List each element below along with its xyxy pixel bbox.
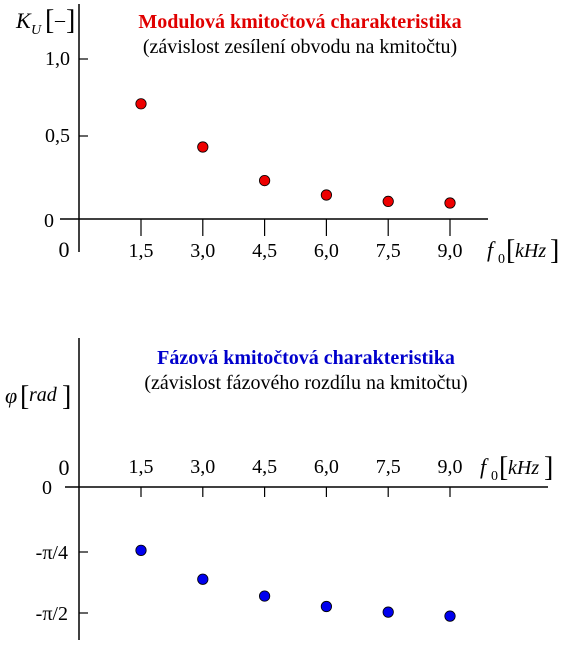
magnitude-ytick-1: 1,0 [45, 48, 70, 70]
phase-xlabel: f 0 [ kHz ] [480, 452, 553, 484]
magnitude-xtick-label: 6,0 [314, 240, 339, 262]
phase-xtick-label: 3,0 [190, 456, 215, 478]
phase-title: Fázová kmitočtová charakteristika [157, 347, 455, 369]
phase-ytick-3: -π/2 [36, 603, 68, 625]
phase-xlabel-unit: kHz [508, 457, 539, 479]
phase-x-ticks: 1,5 3,0 4,5 6,0 7,5 9,0 [129, 456, 463, 497]
magnitude-xtick-label: 1,5 [129, 240, 154, 262]
phase-xlabel-symbol: f [480, 454, 489, 479]
ylabel-subscript: U [31, 23, 42, 38]
ylabel-close-bracket: ] [66, 5, 75, 36]
ylabel-symbol: K [15, 8, 32, 33]
xlabel-unit: kHz [515, 240, 546, 262]
phase-point [258, 590, 271, 602]
phase-ylabel-close-bracket: ] [62, 381, 71, 412]
phase-xlabel-subscript: 0 [491, 469, 498, 484]
phase-xtick-label: 9,0 [438, 456, 463, 478]
phase-xtick-label: 7,5 [376, 456, 401, 478]
magnitude-title: Modulová kmitočtová charakteristika [138, 11, 461, 33]
magnitude-point [197, 141, 209, 153]
phase-ytick-2: -π/4 [36, 542, 68, 564]
phase-point [444, 610, 456, 622]
phase-xtick-label: 6,0 [314, 456, 339, 478]
phase-chart: Fázová kmitočtová charakteristika (závis… [5, 338, 553, 640]
magnitude-xtick-label: 4,5 [252, 240, 277, 262]
magnitude-xtick-label: 9,0 [438, 240, 463, 262]
magnitude-xtick-label: 3,0 [190, 240, 215, 262]
ylabel-unit: – [54, 9, 66, 31]
phase-ylabel-symbol: φ [5, 383, 17, 408]
xlabel-subscript: 0 [498, 252, 505, 267]
phase-ylabel-unit: rad [29, 384, 58, 406]
magnitude-chart: Modulová kmitočtová charakteristika (záv… [15, 4, 559, 267]
phase-xlabel-close-bracket: ] [544, 452, 553, 483]
magnitude-ytick-2: 0,5 [45, 125, 70, 147]
phase-xlabel-open-bracket: [ [499, 452, 508, 483]
magnitude-xlabel: f 0 [ kHz ] [487, 235, 559, 267]
xlabel-close-bracket: ] [550, 235, 559, 266]
magnitude-ytick-3: 0 [44, 210, 54, 232]
magnitude-points [135, 98, 456, 209]
phase-ylabel: φ [ rad ] [5, 381, 71, 412]
magnitude-point [320, 189, 332, 201]
magnitude-point [135, 98, 147, 110]
magnitude-point [382, 195, 394, 207]
magnitude-subtitle: (závislost zesílení obvodu na kmitočtu) [143, 36, 457, 58]
xlabel-symbol: f [487, 237, 496, 262]
phase-point [197, 573, 209, 585]
ylabel-open-bracket: [ [45, 5, 54, 36]
phase-xtick-label: 4,5 [252, 456, 277, 478]
phase-points [135, 544, 456, 622]
phase-point [135, 544, 147, 556]
magnitude-ylabel: K U [ – ] [15, 5, 75, 38]
phase-ylabel-open-bracket: [ [20, 381, 29, 412]
magnitude-point [258, 175, 271, 187]
phase-xtick-label: 1,5 [129, 456, 154, 478]
magnitude-xtick-label: 7,5 [376, 240, 401, 262]
magnitude-point [444, 197, 456, 209]
phase-origin: 0 [59, 455, 70, 480]
magnitude-origin: 0 [59, 237, 70, 262]
phase-subtitle: (závislost fázového rozdílu na kmitočtu) [144, 372, 467, 394]
phase-point [320, 600, 332, 613]
magnitude-x-ticks: 1,5 3,0 4,5 6,0 7,5 9,0 [129, 219, 463, 262]
phase-point [382, 606, 394, 618]
phase-ytick-1: 0 [42, 477, 52, 499]
xlabel-open-bracket: [ [506, 235, 515, 266]
